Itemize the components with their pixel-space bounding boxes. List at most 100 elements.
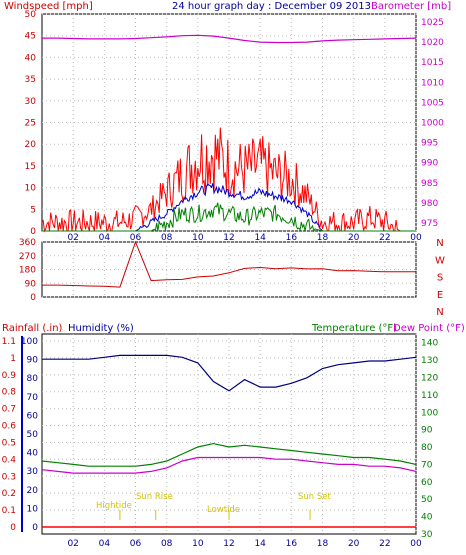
left-tick-label: 40 [25,53,37,63]
x-tick-label: 00 [410,539,422,549]
wind-direction-line [42,240,416,288]
dewpoint-line [41,456,417,474]
direction-tick-label: 360 [19,238,36,248]
sunrise-annotation: Sun Rise [136,492,173,502]
left-tick-label: 30 [25,97,37,107]
direction-tick-label: 90 [25,279,37,289]
x-tick-label: 20 [348,233,360,243]
x-tick-label: 16 [286,539,298,549]
temperature-tick-label: 100 [421,408,438,418]
barometer-axis-title: Barometer [mb] [371,1,451,12]
rainfall-tick-label: 0.5 [2,438,16,448]
rainfall-tick-label: 1.1 [2,337,16,347]
x-tick-label: 06 [130,233,142,243]
rainfall-tick-label: 0.7 [2,405,16,415]
x-tick-label: 04 [99,539,111,549]
temperature-tick-label: 130 [421,356,438,366]
x-tick-label: 22 [379,539,390,549]
right-tick-label: 990 [421,159,438,169]
right-tick-label: 1010 [421,78,444,88]
humidity-tick-label: 50 [27,430,39,440]
humidity-tick-label: 10 [27,504,39,514]
x-tick-label: 18 [317,233,329,243]
x-tick-label: 04 [99,233,111,243]
x-tick-label: 10 [192,539,204,549]
temperature-tick-label: 30 [421,530,433,540]
x-tick-label: 00 [410,233,422,243]
compass-label: E [437,290,443,301]
right-tick-label: 1015 [421,58,444,68]
humidity-tick-label: 100 [21,337,38,347]
humidity-tick-label: 70 [27,393,39,403]
temperature-tick-label: 120 [421,373,438,383]
rainfall-tick-label: 0.1 [2,506,16,516]
direction-tick-label: 180 [19,266,36,276]
wind-minimum-line [42,202,416,233]
humidity-tick-label: 30 [27,467,39,477]
x-tick-label: 08 [161,539,173,549]
x-tick-label: 14 [254,233,266,243]
humidity-tick-label: 80 [27,374,39,384]
humidity-axis-title: Humidity (%) [68,323,134,334]
direction-tick-label: 0 [30,293,36,303]
humidity-tick-label: 20 [27,486,39,496]
windspeed-axis-title: Windspeed [mph] [4,1,93,12]
rainfall-tick-label: 0 [10,523,16,533]
x-tick-label: 22 [379,233,390,243]
rainfall-tick-label: 0.2 [2,489,16,499]
left-tick-label: 45 [25,32,36,42]
x-tick-label: 18 [317,539,329,549]
rainfall-tick-label: 0.9 [2,371,17,381]
annotations: Hightide Sun Rise Lowtide Sun Set [96,492,331,515]
x-tick-label: 20 [348,539,360,549]
left-tick-label: 25 [25,119,36,129]
right-tick-label: 985 [421,179,438,189]
compass-label: N [436,307,443,318]
left-tick-label: 35 [25,75,36,85]
x-tick-label: 14 [254,539,266,549]
right-tick-label: 1025 [421,18,444,28]
x-tick-label: 06 [130,539,142,549]
temperature-tick-label: 70 [421,460,433,470]
compass-label: N [436,238,443,249]
temperature-axis-title: Temperature (°F) [311,323,397,334]
dewpoint-axis-title: Dew Point (°F) [393,323,465,334]
x-tick-label: 12 [223,539,234,549]
temperature-tick-label: 140 [421,339,438,349]
hightide-annotation: Hightide [96,501,132,511]
compass-label: W [435,255,445,266]
graph-title: 24 hour graph day : December 09 2013 [172,1,371,12]
temperature-tick-label: 110 [421,391,438,401]
right-tick-label: 1020 [421,38,444,48]
x-tick-label: 10 [192,233,204,243]
left-tick-label: 20 [25,140,37,150]
right-tick-label: 975 [421,219,438,229]
left-tick-label: 5 [30,205,36,215]
barometer-line [42,34,417,44]
lowtide-annotation: Lowtide [207,505,240,515]
right-tick-label: 1005 [421,98,444,108]
humidity-line [42,354,417,392]
temperature-tick-label: 80 [421,443,433,453]
left-tick-label: 15 [25,162,36,172]
left-tick-label: 0 [30,227,36,237]
left-tick-label: 50 [25,10,37,20]
x-tick-label: 12 [223,233,234,243]
x-tick-label: 02 [67,233,78,243]
compass-label: S [437,273,443,284]
rainfall-tick-label: 0.8 [2,388,17,398]
rainfall-tick-label: 0.6 [2,422,17,432]
direction-tick-label: 270 [19,252,36,262]
temperature-tick-label: 60 [421,478,433,488]
humidity-tick-label: 0 [32,523,38,533]
wind-gust-line [41,127,416,233]
left-tick-label: 10 [25,184,37,194]
humidity-tick-label: 90 [27,356,39,366]
right-tick-label: 980 [421,199,438,209]
rainfall-tick-label: 0.3 [2,472,16,482]
right-tick-label: 1000 [421,119,444,129]
x-tick-label: 08 [161,233,173,243]
sunset-annotation: Sun Set [298,492,331,502]
temperature-line [41,442,417,467]
